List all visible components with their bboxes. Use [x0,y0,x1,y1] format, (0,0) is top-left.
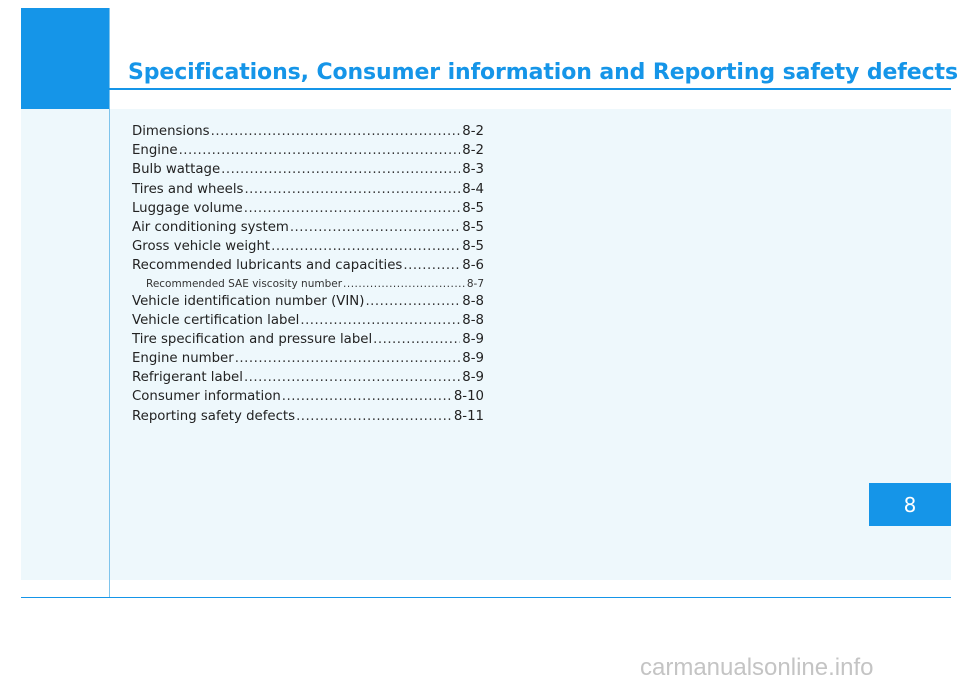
toc-page: 8-9 [462,331,484,347]
toc-label: Engine [132,143,178,159]
toc-page: 8-11 [453,408,484,424]
toc-item-gross-vehicle-weight[interactable]: Gross vehicle weight 8-5 [132,239,484,258]
toc-item-engine-number[interactable]: Engine number 8-9 [132,351,484,370]
toc-page: 8-10 [453,389,484,405]
footer-rule [21,597,951,598]
toc-subitem-sae-viscosity[interactable]: Recommended SAE viscosity number 8-7 [132,278,484,294]
toc-label: Gross vehicle weight [132,239,271,255]
toc-page: 8-7 [466,277,484,290]
toc-item-vin[interactable]: Vehicle identification number (VIN) 8-8 [132,294,484,313]
chapter-number-tab[interactable]: 8 [869,483,951,526]
toc-label: Reporting safety defects [132,408,296,424]
toc-item-consumer-information[interactable]: Consumer information 8-10 [132,389,484,408]
chapter-color-block [21,8,109,109]
content-panel [21,109,951,580]
toc-item-air-conditioning[interactable]: Air conditioning system 8-5 [132,220,484,239]
toc-label: Recommended SAE viscosity number [146,277,343,290]
toc-label: Luggage volume [132,200,243,216]
toc-page: 8-9 [462,351,484,367]
toc-item-luggage-volume[interactable]: Luggage volume 8-5 [132,201,484,220]
toc-label: Engine number [132,351,234,367]
toc-label: Vehicle certification label [132,312,300,328]
toc-page: 8-2 [462,124,484,139]
toc-item-reporting-safety-defects[interactable]: Reporting safety defects 8-11 [132,409,484,428]
toc-page: 8-9 [462,370,484,386]
toc-page: 8-8 [462,293,484,309]
toc-label: Tire specification and pressure label [132,331,373,347]
toc-page: 8-3 [462,162,484,178]
toc-item-engine[interactable]: Engine 8-2 [132,143,484,162]
toc-page: 8-5 [462,239,484,255]
page-title: Specifications, Consumer information and… [128,60,958,85]
toc-label: Recommended lubricants and capacities [132,258,403,274]
toc-page: 8-5 [462,219,484,235]
toc-page: 8-5 [462,200,484,216]
toc-label: Vehicle identification number (VIN) [132,293,365,309]
toc-label: Tires and wheels [132,181,244,197]
toc-page: 8-8 [462,312,484,328]
toc-page: 8-2 [462,143,484,159]
margin-divider [109,8,110,598]
toc-label: Refrigerant label [132,370,243,386]
title-underline [109,88,951,90]
table-of-contents: Dimensions8-2 Engine8-2 Bulb wattage8-3 … [132,124,484,428]
toc-item-bulb-wattage[interactable]: Bulb wattage 8-3 [132,162,484,181]
toc-label: Dimensions [132,124,210,139]
toc-item-certification-label[interactable]: Vehicle certification label 8-8 [132,313,484,332]
toc-label: Consumer information [132,389,281,405]
toc-label: Air conditioning system [132,219,289,235]
toc-item-dimensions[interactable]: Dimensions 8-2 [132,124,484,143]
toc-page: 8-4 [462,181,484,197]
toc-item-refrigerant-label[interactable]: Refrigerant label 8-9 [132,370,484,389]
toc-item-tires-and-wheels[interactable]: Tires and wheels 8-4 [132,182,484,201]
toc-item-tire-pressure-label[interactable]: Tire specification and pressure label 8-9 [132,332,484,351]
toc-item-lubricants[interactable]: Recommended lubricants and capacities 8-6 [132,258,484,277]
watermark-text: carmanualsonline.info [640,654,874,681]
toc-page: 8-6 [462,258,484,274]
toc-label: Bulb wattage [132,162,221,178]
